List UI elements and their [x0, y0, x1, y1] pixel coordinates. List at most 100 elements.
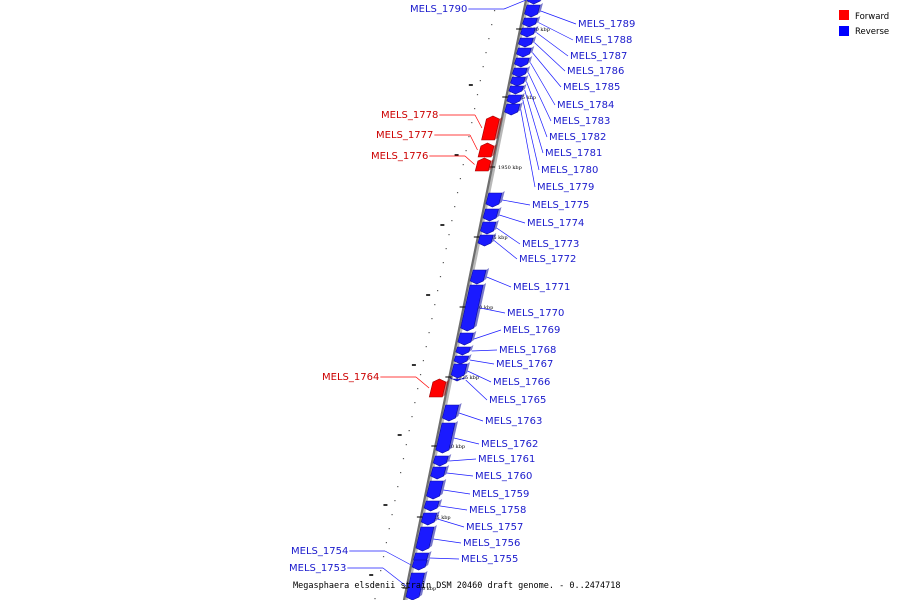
gene-mels-1767[interactable]: [453, 354, 472, 365]
gene-arrow[interactable]: [510, 76, 526, 87]
gene-arrow[interactable]: [460, 284, 484, 332]
gene-label[interactable]: MELS_1788: [575, 35, 632, 46]
gene-mels-1789[interactable]: [524, 3, 543, 18]
gene-mels-1760[interactable]: [430, 465, 450, 480]
gene-mels-1783[interactable]: [511, 66, 531, 78]
gene-label[interactable]: MELS_1760: [475, 471, 532, 482]
gene-arrow[interactable]: [455, 346, 471, 356]
gene-label[interactable]: MELS_1758: [469, 505, 526, 516]
gene-arrow[interactable]: [423, 500, 440, 512]
gene-arrow[interactable]: [474, 157, 492, 172]
gene-mels-1781[interactable]: [508, 84, 527, 95]
gene-mels-1774[interactable]: [482, 207, 502, 222]
gene-label[interactable]: MELS_1780: [541, 165, 598, 176]
gene-label[interactable]: MELS_1762: [481, 439, 538, 450]
gene-mels-1759[interactable]: [426, 479, 447, 500]
gene-arrow[interactable]: [432, 455, 449, 467]
gene-label[interactable]: MELS_1774: [527, 218, 584, 229]
gene-mels-1779[interactable]: [504, 102, 523, 116]
gene-arrow[interactable]: [430, 466, 447, 480]
gene-label[interactable]: MELS_1784: [557, 100, 614, 111]
gene-mels-1761[interactable]: [432, 454, 452, 467]
gene-arrow[interactable]: [477, 234, 494, 247]
gene-mels-1778[interactable]: [481, 115, 503, 141]
gene-arrow[interactable]: [520, 27, 536, 38]
gene-label[interactable]: MELS_1772: [519, 254, 576, 265]
gene-mels-1790[interactable]: [526, 0, 545, 5]
gene-label[interactable]: MELS_1757: [466, 522, 523, 533]
gene-mels-1771[interactable]: [469, 268, 490, 285]
gene-label[interactable]: MELS_1771: [513, 282, 570, 293]
gene-arrow[interactable]: [485, 192, 503, 208]
gene-mels-1763[interactable]: [442, 403, 462, 422]
gene-mels-1766[interactable]: [450, 362, 470, 379]
gene-label[interactable]: MELS_1753: [289, 563, 346, 574]
gene-arrow[interactable]: [469, 269, 487, 285]
gene-arrow[interactable]: [415, 526, 435, 552]
gene-mels-1773[interactable]: [480, 220, 499, 235]
gene-arrow[interactable]: [526, 0, 542, 5]
gene-label[interactable]: MELS_1767: [496, 359, 553, 370]
gene-label[interactable]: MELS_1769: [503, 325, 560, 336]
gene-mels-1770[interactable]: [460, 283, 487, 332]
gene-mels-1787[interactable]: [520, 26, 539, 38]
gene-arrow[interactable]: [420, 512, 438, 526]
gene-label[interactable]: MELS_1789: [578, 19, 635, 30]
gene-label[interactable]: MELS_1754: [291, 546, 348, 557]
gene-arrow[interactable]: [504, 103, 521, 116]
gene-arrow[interactable]: [450, 363, 468, 379]
gene-label[interactable]: MELS_1777: [376, 130, 433, 141]
gene-mels-1757[interactable]: [420, 511, 440, 526]
gene-arrow[interactable]: [480, 221, 497, 235]
gene-label[interactable]: MELS_1765: [489, 395, 546, 406]
gene-label[interactable]: MELS_1782: [549, 132, 606, 143]
gene-mels-1769[interactable]: [457, 331, 477, 346]
gene-label[interactable]: MELS_1761: [478, 454, 535, 465]
gene-mels-1780[interactable]: [506, 93, 525, 105]
gene-mels-1758[interactable]: [423, 499, 443, 512]
gene-label[interactable]: MELS_1755: [461, 554, 518, 565]
gene-arrow[interactable]: [508, 85, 524, 95]
gene-arrow[interactable]: [449, 377, 465, 382]
gene-mels-1782[interactable]: [510, 75, 529, 87]
gene-mels-1753[interactable]: [405, 571, 428, 600]
gene-label[interactable]: MELS_1764: [322, 372, 379, 383]
gene-label[interactable]: MELS_1786: [567, 66, 624, 77]
gene-arrow[interactable]: [514, 57, 530, 68]
gene-mels-1768[interactable]: [455, 345, 474, 356]
gene-label[interactable]: MELS_1759: [472, 489, 529, 500]
gene-label[interactable]: MELS_1781: [545, 148, 602, 159]
gene-label[interactable]: MELS_1773: [522, 239, 579, 250]
gene-label[interactable]: MELS_1766: [493, 377, 550, 388]
gene-arrow[interactable]: [442, 404, 460, 422]
gene-label[interactable]: MELS_1785: [563, 82, 620, 93]
gene-arrow[interactable]: [522, 17, 538, 28]
gene-mels-1756[interactable]: [415, 525, 437, 552]
gene-mels-1765[interactable]: [449, 376, 467, 382]
gene-mels-1762[interactable]: [435, 421, 458, 454]
gene-arrow[interactable]: [511, 67, 528, 78]
gene-mels-1764[interactable]: [428, 378, 449, 398]
gene-arrow[interactable]: [482, 208, 499, 222]
gene-mels-1754[interactable]: [411, 558, 431, 571]
gene-label[interactable]: MELS_1770: [507, 308, 564, 319]
gene-arrow[interactable]: [518, 37, 534, 48]
gene-label[interactable]: MELS_1775: [532, 200, 589, 211]
gene-arrow[interactable]: [516, 47, 532, 58]
gene-label[interactable]: MELS_1787: [570, 51, 627, 62]
gene-mels-1777[interactable]: [477, 142, 497, 158]
gene-label[interactable]: MELS_1756: [463, 538, 520, 549]
gene-mels-1788[interactable]: [522, 16, 541, 28]
gene-label[interactable]: MELS_1778: [381, 110, 438, 121]
gene-arrow[interactable]: [457, 332, 474, 346]
gene-mels-1775[interactable]: [485, 191, 505, 208]
gene-arrow[interactable]: [411, 559, 428, 571]
gene-label[interactable]: MELS_1768: [499, 345, 556, 356]
gene-arrow[interactable]: [426, 480, 444, 500]
gene-mels-1776[interactable]: [474, 157, 494, 172]
gene-mels-1786[interactable]: [518, 36, 537, 48]
gene-arrow[interactable]: [453, 355, 470, 365]
gene-arrow[interactable]: [524, 4, 541, 18]
gene-mels-1772[interactable]: [477, 233, 497, 247]
gene-label[interactable]: MELS_1779: [537, 182, 594, 193]
